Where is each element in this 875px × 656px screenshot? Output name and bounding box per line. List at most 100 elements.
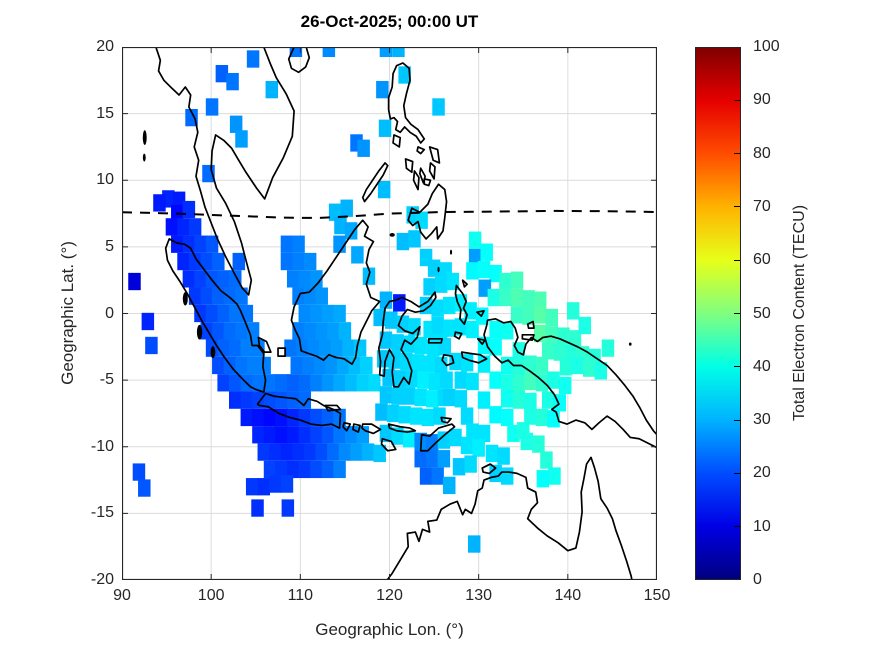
tec-tile [540,451,553,469]
colorbar-tick-mark [734,313,740,314]
tec-tile [177,252,190,271]
tec-tile [464,455,477,473]
colorbar-tick-label: 50 [753,304,771,322]
tec-tile [376,80,389,99]
tec-tile [443,296,456,315]
tec-tile [265,80,279,99]
tec-tile [235,356,248,375]
tec-tile [327,443,340,461]
y-tick-label: 10 [96,171,114,189]
y-tick-label: 5 [105,237,114,255]
y-tick-label: 15 [96,104,114,122]
small-island [389,233,395,237]
tec-tile [402,335,416,353]
small-island [437,266,440,273]
tec-tile [229,339,242,357]
tec-tile [327,322,340,340]
tec-tile [263,374,277,392]
tec-tile [533,291,547,309]
tec-tile [252,408,265,427]
tec-tile [226,72,239,91]
tec-tile [392,47,405,57]
tec-tile [325,356,338,375]
coastline-layer [142,47,657,580]
tec-tile [431,299,444,317]
tec-tile [182,200,196,219]
tec-tile [440,371,453,389]
tec-tile [310,270,323,288]
tec-tile [344,426,358,444]
tec-tile [171,235,184,253]
tec-tile [468,231,482,249]
tec-tile [408,318,421,336]
tec-tile [292,235,305,253]
tec-tile [269,475,282,493]
tec-tile [512,375,526,393]
coastline [389,424,416,432]
tec-tile [263,408,277,427]
tec-tile [286,270,300,288]
tec-tile [524,407,537,425]
tec-tile [229,115,243,133]
tec-tile [132,463,146,481]
tec-tile [185,108,198,127]
tec-tile [212,322,225,340]
coastline [420,168,425,183]
tec-tile [298,391,312,409]
tec-tile [437,450,451,468]
tec-tile [454,371,468,389]
tec-tile [298,460,312,479]
tec-tile [489,264,502,283]
tec-tile [510,288,524,307]
coastline [166,239,266,392]
tec-tile [411,354,425,372]
tec-tile [391,334,404,352]
tec-tile [466,320,479,339]
coastline [477,311,484,316]
y-tick-label: 20 [96,38,114,55]
tec-tile [182,270,196,288]
tec-tile [212,287,225,305]
tec-tile [568,330,582,348]
plot-title: 26-Oct-2025; 00:00 UT [300,12,479,31]
colorbar-tick-label: 70 [753,197,771,215]
tec-tile [500,390,514,408]
map-canvas [122,47,657,580]
tec-tile [235,130,248,148]
tec-tile [310,408,323,427]
colorbar-tick-label: 0 [753,571,762,588]
tec-tile [141,312,155,331]
x-tick-label: 90 [113,587,131,604]
tec-tile [298,304,312,323]
small-island [449,249,453,255]
tec-tile [292,443,305,461]
tec-tile [263,460,277,479]
tec-tile [500,408,514,427]
coastline [258,393,341,428]
tec-tile [172,191,186,209]
x-tick-label: 100 [197,587,225,604]
tec-tile [454,390,468,408]
map-plot-area [122,47,657,580]
colorbar-tick-mark [734,153,740,155]
tec-tile [557,327,570,345]
tec-tile [547,371,560,389]
tec-tile [286,426,300,444]
tec-tile [344,222,358,240]
tec-tile [258,356,271,375]
tec-tile [361,443,375,461]
tec-tile [443,319,456,337]
tec-tile [545,326,559,344]
coastline [325,405,340,410]
coastline [406,159,413,172]
y-tick-label: -10 [90,437,114,455]
tec-tile [344,374,358,392]
tec-tile [257,478,271,496]
coastline [156,47,294,295]
x-tick-label: 110 [287,587,314,604]
tec-tile [319,339,332,357]
tec-tile [338,443,352,461]
tec-tile [431,467,444,485]
tec-tile [378,119,392,137]
tec-tile [356,374,369,392]
